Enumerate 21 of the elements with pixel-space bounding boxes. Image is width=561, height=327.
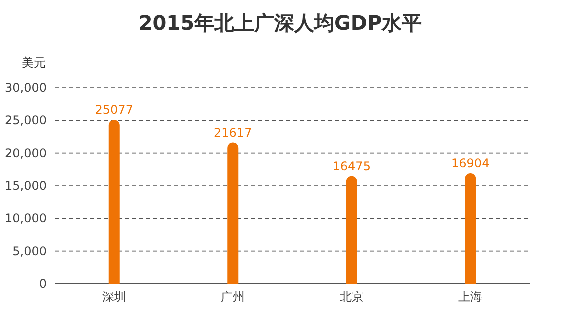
y-tick-label: 5,000: [12, 244, 47, 258]
data-label: 16475: [332, 159, 371, 174]
y-axis-title: 美元: [22, 56, 46, 70]
x-tick-label: 北京: [340, 290, 364, 304]
y-tick-label: 15,000: [5, 179, 47, 193]
data-label: 25077: [95, 103, 134, 118]
bar: [465, 174, 476, 284]
x-tick-label: 上海: [458, 290, 483, 304]
y-tick-label: 20,000: [5, 146, 47, 160]
bar: [108, 120, 120, 284]
chart-title: 2015年北上广深人均GDP水平: [138, 11, 422, 35]
x-tick-label: 广州: [221, 290, 246, 304]
y-tick-label: 0: [39, 277, 47, 291]
bar: [228, 142, 239, 284]
data-label: 21617: [214, 126, 252, 140]
y-tick-label: 30,000: [5, 81, 47, 95]
data-label: 16904: [452, 156, 490, 171]
y-tick-label: 10,000: [5, 212, 47, 226]
x-tick-label: 深圳: [102, 290, 126, 304]
bar: [346, 176, 358, 284]
y-tick-label: 25,000: [5, 114, 47, 128]
